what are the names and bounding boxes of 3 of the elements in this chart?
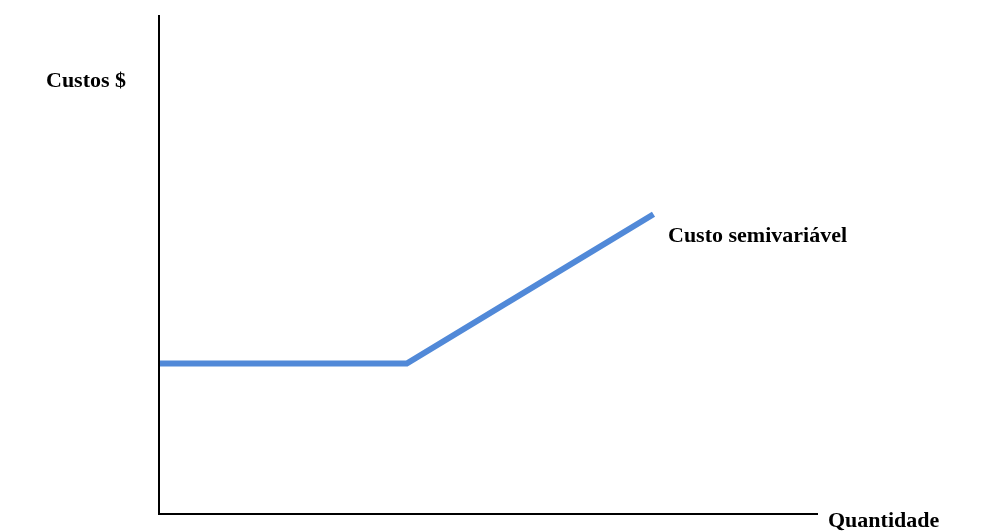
annotation: Custo semivariável [668,222,848,247]
text: Custos $ [46,67,127,92]
x-axis-title: Quantidade [828,507,940,531]
